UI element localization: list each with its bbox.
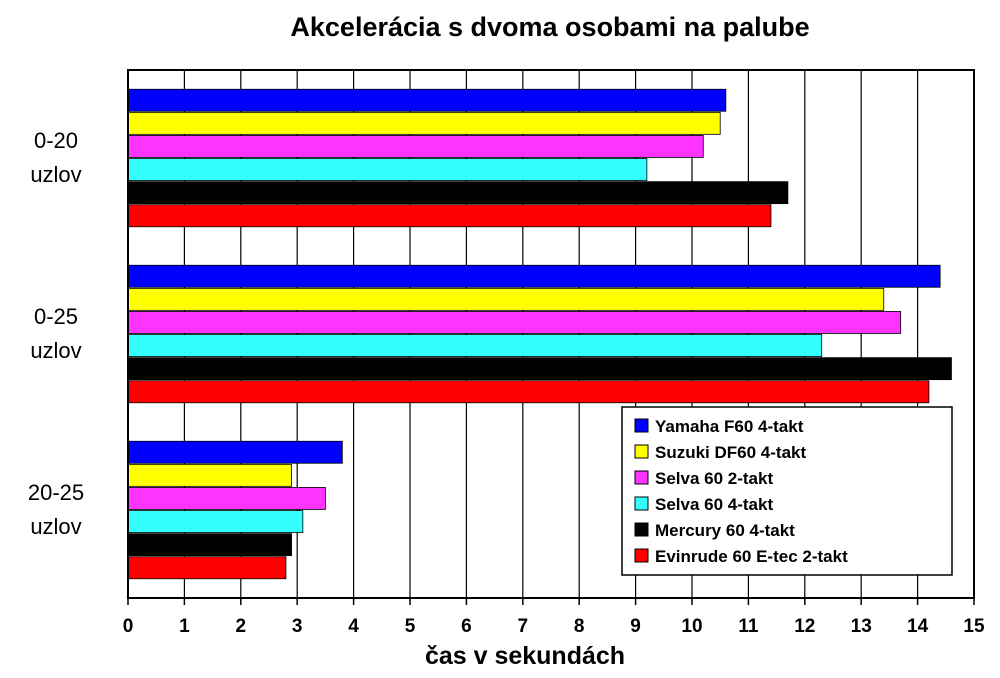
- legend-entry-label: Selva 60 4-takt: [655, 495, 773, 514]
- bar-6-category-3: [127, 556, 287, 580]
- x-tick-label: 9: [630, 616, 641, 637]
- x-axis-ticks: 0 1 2 3 4 5 6 7 8 9 10 11 12 13 14 15: [123, 598, 985, 637]
- x-tick-label: 7: [518, 616, 529, 637]
- legend-swatch: [634, 496, 649, 511]
- x-tick-label: 15: [963, 616, 985, 637]
- bar-6-category-2: [127, 380, 930, 404]
- bar-2-category-1: [127, 111, 721, 135]
- x-tick-label: 6: [461, 616, 472, 637]
- x-tick-label: 12: [794, 616, 815, 637]
- category-labels: 0-20 uzlov 0-25 uzlov 20-25 uzlov: [28, 128, 84, 539]
- x-tick-label: 10: [681, 616, 702, 637]
- category-label-line2: uzlov: [30, 338, 81, 363]
- x-tick-label: 0: [123, 616, 134, 637]
- x-tick-label: 1: [179, 616, 190, 637]
- bar-4-category-1: [127, 158, 648, 181]
- legend-swatch: [634, 470, 649, 485]
- bar-5-category-2: [127, 357, 952, 381]
- legend-entry-label: Selva 60 2-takt: [655, 469, 773, 488]
- bar-3-category-1: [127, 135, 704, 158]
- category-label-line1: 20-25: [28, 480, 84, 505]
- bar-2-category-3: [127, 463, 292, 487]
- bar-5-category-1: [127, 181, 789, 205]
- chart-title: Akcelerácia s dvoma osobami na palube: [290, 12, 809, 42]
- legend-entry-label: Mercury 60 4-takt: [655, 521, 795, 540]
- x-tick-label: 14: [907, 616, 929, 637]
- x-axis-label: čas v sekundách: [425, 642, 625, 670]
- bars: [127, 88, 952, 580]
- legend: Yamaha F60 4-takt Suzuki DF60 4-takt Selva…: [621, 406, 953, 576]
- bar-6-category-1: [127, 204, 772, 228]
- x-tick-label: 3: [292, 616, 303, 637]
- x-tick-label: 4: [348, 616, 359, 637]
- category-label-line1: 0-25: [34, 304, 78, 329]
- bar-1-category-2: [127, 264, 941, 288]
- bar-3-category-2: [127, 311, 902, 334]
- legend-box: [621, 406, 953, 576]
- legend-entry-label: Evinrude 60 E-tec 2-takt: [655, 547, 848, 566]
- legend-entry-label: Yamaha F60 4-takt: [655, 417, 804, 436]
- category-label-line1: 0-20: [34, 128, 78, 153]
- legend-swatch: [634, 418, 649, 433]
- x-tick-label: 2: [236, 616, 247, 637]
- legend-entry-label: Suzuki DF60 4-takt: [655, 443, 806, 462]
- bar-1-category-3: [127, 440, 343, 464]
- legend-swatch: [634, 444, 649, 459]
- legend-swatch: [634, 548, 649, 563]
- x-tick-label: 13: [851, 616, 872, 637]
- x-tick-label: 5: [405, 616, 416, 637]
- bar-2-category-2: [127, 287, 885, 311]
- bar-5-category-3: [127, 533, 292, 557]
- bar-4-category-2: [127, 334, 823, 357]
- bar-1-category-1: [127, 88, 727, 112]
- x-tick-label: 11: [738, 616, 759, 637]
- category-label-line2: uzlov: [30, 514, 81, 539]
- bar-3-category-3: [127, 487, 326, 510]
- bar-4-category-3: [127, 510, 304, 533]
- x-tick-label: 8: [574, 616, 585, 637]
- category-label-line2: uzlov: [30, 162, 81, 187]
- plot-border: [127, 69, 975, 599]
- legend-swatch: [634, 522, 649, 537]
